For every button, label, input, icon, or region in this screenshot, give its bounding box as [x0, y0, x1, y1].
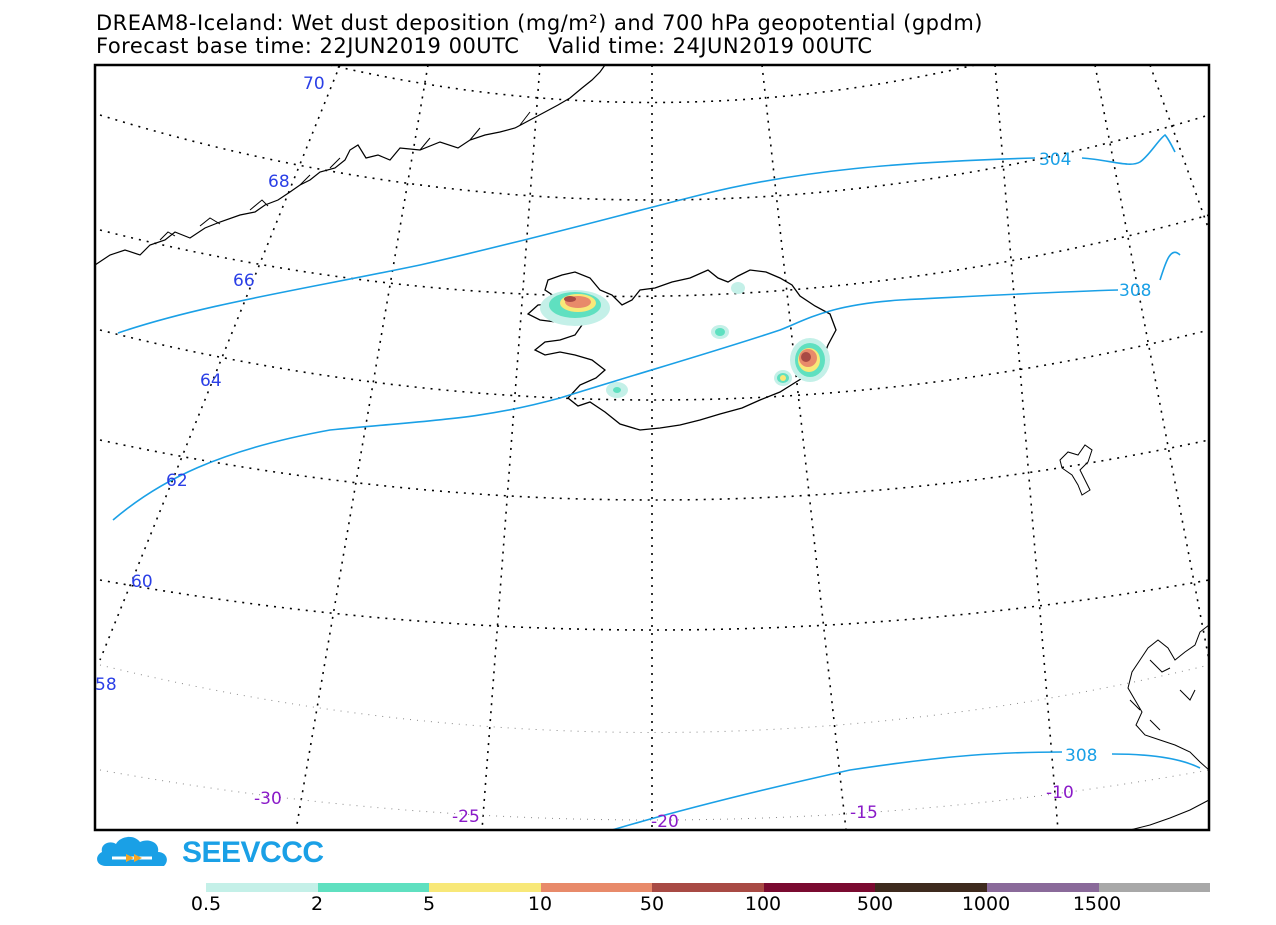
legend-label: 10: [527, 893, 553, 915]
contour-label: 304: [1039, 150, 1071, 170]
dust-small-spots: [606, 282, 745, 398]
legend-label: 500: [856, 893, 894, 915]
legend-swatch: [986, 883, 1099, 892]
legend-label: 0.5: [190, 893, 222, 915]
dust-west-patch: [540, 290, 610, 326]
norway-coastline: [1127, 624, 1209, 830]
legend-label: 100: [744, 893, 782, 915]
legend-swatch: [763, 883, 876, 892]
logo-text: SEEVCCC: [182, 836, 324, 869]
chart-title: DREAM8-Iceland: Wet dust deposition (mg/…: [96, 11, 983, 35]
legend-swatch: [1098, 883, 1211, 892]
contour-label: 308: [1065, 746, 1097, 766]
legend-swatch: [317, 883, 430, 892]
legend-label: 5: [422, 893, 436, 915]
legend-labels: 0.5 2 5 10 50 100 500 1000 1500: [0, 893, 1276, 915]
lat-label: 58: [95, 675, 117, 695]
greenland-coastline: [95, 65, 606, 266]
lat-label: 64: [200, 371, 222, 391]
lon-label: -25: [452, 807, 480, 827]
lon-label: -15: [850, 803, 878, 823]
lon-label: -10: [1046, 783, 1074, 803]
outer-parallels: [99, 664, 1209, 821]
legend-colorbar: [206, 883, 1211, 892]
legend-swatch: [875, 883, 987, 892]
legend-label: 2: [310, 893, 324, 915]
legend-label: 1500: [1072, 893, 1122, 915]
lat-label: 66: [233, 271, 255, 291]
meridian-lines: [99, 65, 1209, 830]
lat-label: 62: [166, 471, 188, 491]
lat-label: 60: [131, 572, 153, 592]
lat-label: 68: [268, 172, 290, 192]
cloud-icon: [97, 836, 167, 866]
contour-label: 308: [1119, 281, 1151, 301]
lon-label: -20: [651, 812, 679, 832]
faroe-islands: [1059, 444, 1093, 496]
legend-swatch: [206, 883, 318, 892]
lat-label: 70: [303, 74, 325, 94]
legend-label: 50: [639, 893, 665, 915]
map-frame: [93, 63, 1211, 832]
legend-swatch: [429, 883, 541, 892]
dust-east-patch: [774, 338, 830, 386]
lon-label: -30: [254, 789, 282, 809]
greenland-fjords: [159, 111, 531, 241]
seevccc-logo: SEEVCCC: [94, 832, 324, 872]
legend-swatch: [540, 883, 653, 892]
legend-swatch: [652, 883, 764, 892]
legend-label: 1000: [961, 893, 1011, 915]
geopotential-contours: [112, 133, 1201, 830]
parallel-lines: [99, 65, 1209, 631]
iceland-coastline: [526, 269, 837, 431]
chart-subtitle: Forecast base time: 22JUN2019 00UTC Vali…: [96, 34, 873, 58]
